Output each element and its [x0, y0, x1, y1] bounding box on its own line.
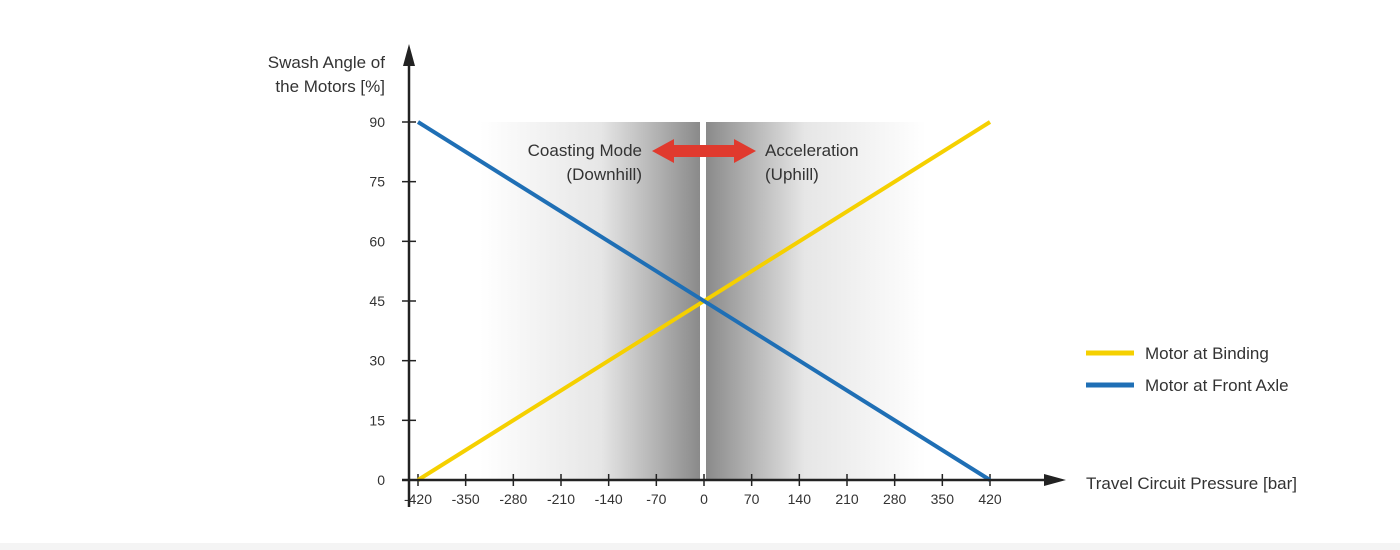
y-axis-label-line2: the Motors [%]	[275, 77, 385, 96]
y-tick-label: 60	[369, 233, 385, 249]
mode-annotation: Coasting Mode (Downhill) Acceleration (U…	[528, 139, 859, 184]
y-tick-label: 15	[369, 412, 385, 428]
y-tick-label: 75	[369, 174, 385, 190]
y-axis-arrow	[403, 44, 415, 66]
legend-label: Motor at Binding	[1145, 344, 1269, 363]
bottom-strip	[0, 543, 1400, 550]
x-tick-label: 140	[788, 491, 812, 507]
series-lines	[416, 120, 992, 482]
x-tick-label: 350	[931, 491, 955, 507]
y-tick-label: 45	[369, 293, 385, 309]
x-tick-label: 280	[883, 491, 907, 507]
y-axis-ticks: 0 15 30 45 60 75 90	[369, 114, 416, 488]
x-axis-label: Travel Circuit Pressure [bar]	[1086, 474, 1297, 493]
direction-double-arrow	[652, 139, 756, 163]
x-tick-label: -280	[499, 491, 527, 507]
x-tick-label: -420	[404, 491, 432, 507]
downhill-label: (Downhill)	[566, 165, 642, 184]
x-tick-label: 70	[744, 491, 760, 507]
legend-label: Motor at Front Axle	[1145, 376, 1289, 395]
uphill-label: (Uphill)	[765, 165, 819, 184]
x-tick-label: -70	[646, 491, 666, 507]
x-tick-label: 0	[700, 491, 708, 507]
x-tick-label: 210	[835, 491, 859, 507]
y-tick-label: 30	[369, 353, 385, 369]
x-tick-label: -140	[595, 491, 623, 507]
x-tick-label: -350	[452, 491, 480, 507]
y-tick-label: 0	[377, 472, 385, 488]
y-axis-label-line1: Swash Angle of	[268, 53, 385, 72]
legend: Motor at Binding Motor at Front Axle	[1086, 344, 1289, 395]
acceleration-shade	[706, 122, 926, 480]
coasting-mode-label: Coasting Mode	[528, 141, 642, 160]
x-tick-label: -210	[547, 491, 575, 507]
axes	[402, 44, 1066, 507]
series-line-motor-at-front-axle	[416, 120, 992, 482]
x-axis-ticks: -420 -350 -280 -210 -140 -70 0 70 140 210 280 350 42…	[404, 474, 1002, 507]
y-tick-label: 90	[369, 114, 385, 130]
x-tick-label: 420	[978, 491, 1002, 507]
x-axis-arrow	[1044, 474, 1066, 486]
acceleration-label: Acceleration	[765, 141, 859, 160]
